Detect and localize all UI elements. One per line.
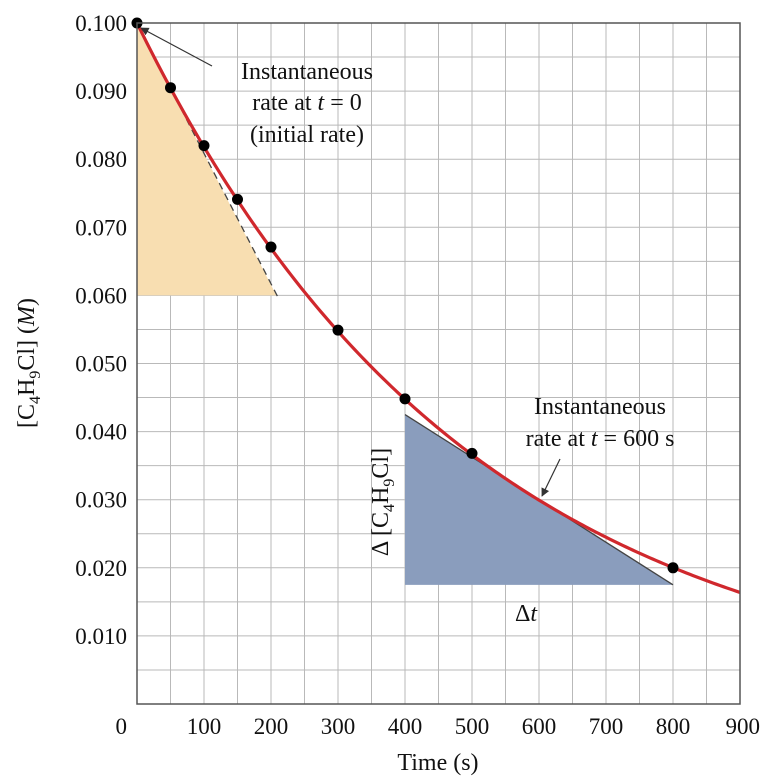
x-tick-label-5: 500 (455, 714, 490, 739)
y-tick-label-2: 0.020 (75, 556, 127, 581)
y-tick-label-3: 0.030 (75, 488, 127, 513)
y-tick-label-10: 0.100 (75, 11, 127, 36)
y-tick-label-8: 0.080 (75, 147, 127, 172)
y-tick-label-9: 0.090 (75, 79, 127, 104)
x-axis-title: Time (s) (397, 750, 478, 776)
data-point-1 (165, 82, 176, 93)
data-point-5 (333, 325, 344, 336)
delta-time-label: Δt (515, 601, 538, 627)
annotation-initial-rate-line1: Instantaneous (241, 59, 373, 85)
delta-concentration-label: Δ [C4H9Cl] (368, 448, 398, 556)
x-tick-labels: 0 100 200 300 400 500 600 700 800 900 (116, 714, 761, 739)
x-tick-label-4: 400 (388, 714, 423, 739)
data-point-2 (199, 140, 210, 151)
x-tick-label-0: 0 (116, 714, 128, 739)
annotation-rate-600-pointer (542, 459, 560, 496)
annotation-initial-rate-line3: (initial rate) (250, 122, 364, 148)
x-tick-label-9: 900 (726, 714, 761, 739)
annotation-rate-600-line1: Instantaneous (534, 394, 666, 420)
x-tick-label-2: 200 (254, 714, 289, 739)
y-tick-label-5: 0.050 (75, 352, 127, 377)
data-point-3 (232, 194, 243, 205)
data-point-6 (400, 393, 411, 404)
x-tick-label-8: 800 (656, 714, 691, 739)
data-point-8 (668, 562, 679, 573)
annotation-initial-rate-line2: rate at t = 0 (252, 90, 362, 116)
x-tick-label-6: 600 (522, 714, 557, 739)
annotation-rate-600-line2: rate at t = 600 s (526, 426, 675, 452)
y-tick-label-4: 0.040 (75, 420, 127, 445)
x-tick-label-7: 700 (589, 714, 624, 739)
y-tick-label-6: 0.060 (75, 283, 127, 308)
y-tick-labels: 0.010 0.020 0.030 0.040 0.050 0.060 0.070 0.080… (75, 11, 127, 649)
data-point-4 (266, 242, 277, 253)
x-tick-label-1: 100 (187, 714, 222, 739)
y-tick-label-7: 0.070 (75, 215, 127, 240)
x-tick-label-3: 300 (321, 714, 356, 739)
grid-lines (137, 23, 740, 704)
y-axis-title: [C4H9Cl] (M) (14, 298, 44, 428)
annotation-rate-600: Instantaneous rate at t = 600 s (526, 394, 675, 496)
y-tick-label-1: 0.010 (75, 624, 127, 649)
data-point-7 (467, 448, 478, 459)
